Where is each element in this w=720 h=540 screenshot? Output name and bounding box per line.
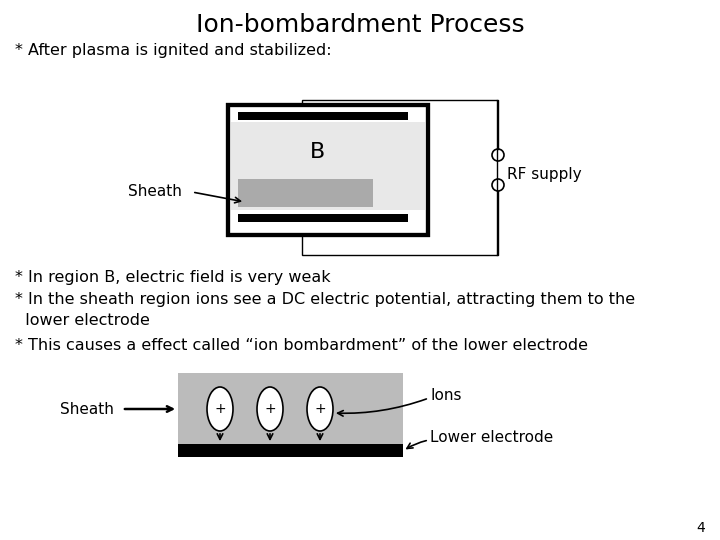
Text: Sheath: Sheath: [60, 402, 114, 416]
Bar: [228, 105, 428, 235]
Bar: [238, 214, 408, 222]
Ellipse shape: [257, 387, 283, 431]
Bar: [230, 122, 426, 210]
Text: B: B: [310, 142, 325, 162]
Bar: [178, 444, 403, 457]
Bar: [238, 112, 408, 120]
Text: +: +: [214, 402, 226, 416]
Ellipse shape: [207, 387, 233, 431]
Text: 4: 4: [696, 521, 705, 535]
Text: Sheath: Sheath: [128, 185, 182, 199]
Bar: [238, 179, 373, 207]
Text: Ions: Ions: [430, 388, 462, 402]
Bar: [302, 100, 497, 255]
Text: +: +: [314, 402, 326, 416]
Ellipse shape: [307, 387, 333, 431]
Bar: [178, 373, 403, 445]
Text: RF supply: RF supply: [507, 167, 582, 183]
Text: * In the sheath region ions see a DC electric potential, attracting them to the
: * In the sheath region ions see a DC ele…: [15, 292, 635, 328]
Text: * After plasma is ignited and stabilized:: * After plasma is ignited and stabilized…: [15, 43, 332, 58]
Text: Lower electrode: Lower electrode: [430, 429, 553, 444]
Text: * This causes a effect called “ion bombardment” of the lower electrode: * This causes a effect called “ion bomba…: [15, 338, 588, 353]
Bar: [228, 105, 428, 235]
Text: +: +: [264, 402, 276, 416]
Text: Ion-bombardment Process: Ion-bombardment Process: [196, 13, 524, 37]
Text: * In region B, electric field is very weak: * In region B, electric field is very we…: [15, 270, 330, 285]
